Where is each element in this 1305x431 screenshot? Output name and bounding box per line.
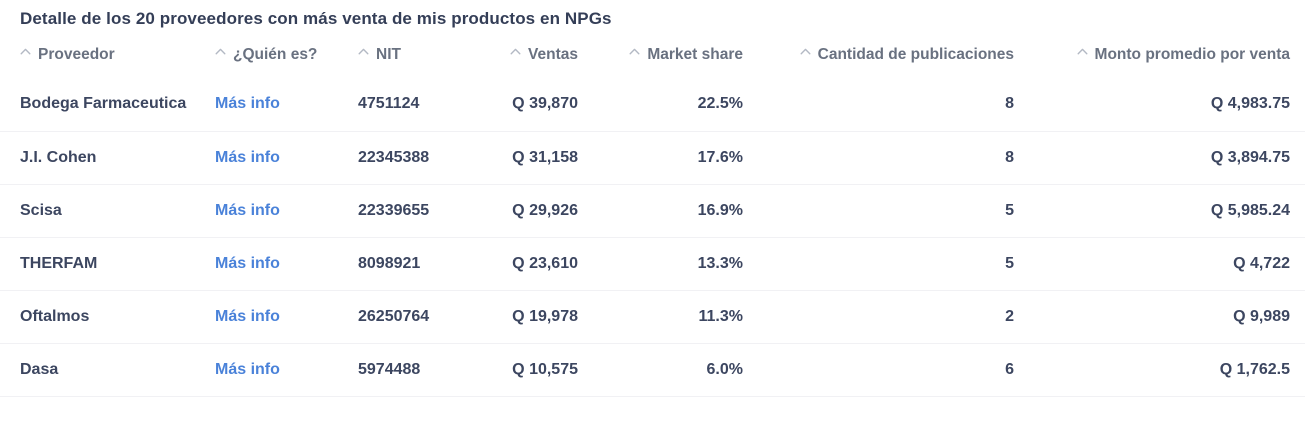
table-row: Bodega Farmaceutica Más info 4751124 Q 3… (0, 78, 1305, 132)
sort-caret-icon (215, 48, 226, 55)
cell-proveedor: Scisa (0, 184, 215, 238)
table-row: J.I. Cohen Más info 22345388 Q 31,158 17… (0, 131, 1305, 185)
sort-caret-icon (629, 48, 640, 55)
table-row: Oftalmos Más info 26250764 Q 19,978 11.3… (0, 290, 1305, 344)
column-header-label: Proveedor (38, 45, 115, 63)
sort-caret-icon (1077, 48, 1088, 55)
cell-monto-promedio: Q 3,894.75 (1014, 131, 1305, 185)
mas-info-link[interactable]: Más info (215, 95, 280, 113)
column-header-label: Ventas (528, 45, 578, 63)
cell-cantidad-publicaciones: 5 (743, 184, 1014, 238)
cell-nit: 8098921 (358, 237, 485, 291)
column-header-label: Market share (647, 45, 743, 63)
sort-caret-icon (800, 48, 811, 55)
cell-quien-es: Más info (215, 237, 358, 291)
cell-monto-promedio: Q 5,985.24 (1014, 184, 1305, 238)
column-header-monto-promedio[interactable]: Monto promedio por venta (1014, 31, 1305, 78)
mas-info-link[interactable]: Más info (215, 360, 280, 378)
cell-quien-es: Más info (215, 343, 358, 397)
cell-proveedor: Dasa (0, 343, 215, 397)
cell-proveedor: Oftalmos (0, 290, 215, 344)
cell-monto-promedio: Q 4,722 (1014, 237, 1305, 291)
cell-nit: 26250764 (358, 290, 485, 344)
cell-ventas: Q 31,158 (485, 131, 578, 185)
column-header-label: Cantidad de publicaciones (817, 45, 1014, 63)
cell-market-share: 13.3% (578, 237, 743, 291)
cell-market-share: 11.3% (578, 290, 743, 344)
table-row: Scisa Más info 22339655 Q 29,926 16.9% 5… (0, 184, 1305, 238)
cell-nit: 4751124 (358, 78, 485, 132)
mas-info-link[interactable]: Más info (215, 201, 280, 219)
table-row: Dasa Más info 5974488 Q 10,575 6.0% 6 Q … (0, 343, 1305, 397)
cell-cantidad-publicaciones: 8 (743, 131, 1014, 185)
table-body: Bodega Farmaceutica Más info 4751124 Q 3… (0, 78, 1305, 397)
cell-ventas: Q 19,978 (485, 290, 578, 344)
cell-quien-es: Más info (215, 184, 358, 238)
mas-info-link[interactable]: Más info (215, 254, 280, 272)
cell-ventas: Q 10,575 (485, 343, 578, 397)
cell-cantidad-publicaciones: 8 (743, 78, 1014, 132)
header-row: Proveedor ¿Quién es? NIT Ventas Market s… (0, 31, 1305, 78)
cell-quien-es: Más info (215, 290, 358, 344)
sort-caret-icon (20, 48, 31, 55)
column-header-nit[interactable]: NIT (358, 31, 485, 78)
cell-market-share: 22.5% (578, 78, 743, 132)
cell-proveedor: J.I. Cohen (0, 131, 215, 185)
cell-nit: 22345388 (358, 131, 485, 185)
cell-nit: 5974488 (358, 343, 485, 397)
cell-quien-es: Más info (215, 78, 358, 132)
mas-info-link[interactable]: Más info (215, 307, 280, 325)
column-header-cantidad-publicaciones[interactable]: Cantidad de publicaciones (743, 31, 1014, 78)
column-header-market-share[interactable]: Market share (578, 31, 743, 78)
table-header: Proveedor ¿Quién es? NIT Ventas Market s… (0, 31, 1305, 78)
cell-market-share: 16.9% (578, 184, 743, 238)
column-header-label: Monto promedio por venta (1094, 45, 1290, 63)
cell-nit: 22339655 (358, 184, 485, 238)
column-header-label: NIT (376, 45, 401, 63)
cell-monto-promedio: Q 9,989 (1014, 290, 1305, 344)
cell-cantidad-publicaciones: 5 (743, 237, 1014, 291)
mas-info-link[interactable]: Más info (215, 148, 280, 166)
page-title: Detalle de los 20 proveedores con más ve… (20, 9, 612, 28)
cell-proveedor: Bodega Farmaceutica (0, 78, 215, 132)
sort-caret-icon (358, 48, 369, 55)
column-header-label: ¿Quién es? (233, 45, 318, 63)
cell-ventas: Q 39,870 (485, 78, 578, 132)
cell-monto-promedio: Q 1,762.5 (1014, 343, 1305, 397)
cell-monto-promedio: Q 4,983.75 (1014, 78, 1305, 132)
cell-quien-es: Más info (215, 131, 358, 185)
providers-table: Proveedor ¿Quién es? NIT Ventas Market s… (0, 31, 1305, 397)
cell-market-share: 6.0% (578, 343, 743, 397)
cell-cantidad-publicaciones: 6 (743, 343, 1014, 397)
table-row: THERFAM Más info 8098921 Q 23,610 13.3% … (0, 237, 1305, 291)
cell-ventas: Q 23,610 (485, 237, 578, 291)
cell-market-share: 17.6% (578, 131, 743, 185)
column-header-ventas[interactable]: Ventas (485, 31, 578, 78)
cell-cantidad-publicaciones: 2 (743, 290, 1014, 344)
sort-caret-icon (510, 48, 521, 55)
cell-proveedor: THERFAM (0, 237, 215, 291)
cell-ventas: Q 29,926 (485, 184, 578, 238)
column-header-quien-es[interactable]: ¿Quién es? (215, 31, 358, 78)
column-header-proveedor[interactable]: Proveedor (0, 31, 215, 78)
